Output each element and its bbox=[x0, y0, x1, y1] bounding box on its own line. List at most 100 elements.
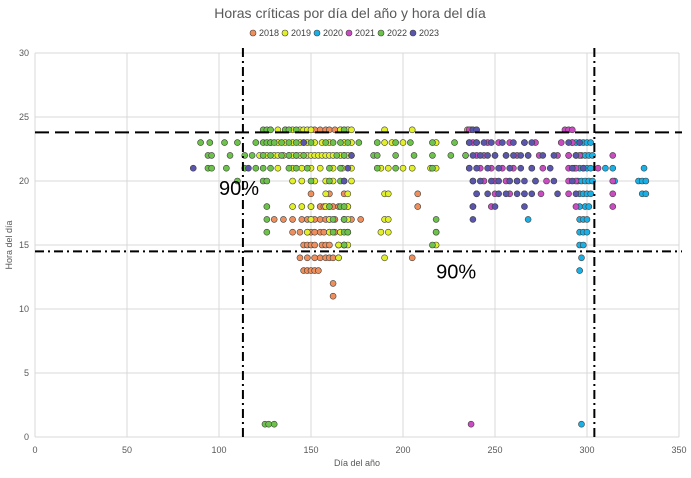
data-point bbox=[307, 139, 315, 146]
data-point bbox=[307, 203, 315, 210]
data-point bbox=[384, 228, 392, 236]
data-point bbox=[252, 139, 260, 146]
x-tick-label: 0 bbox=[32, 445, 37, 455]
data-point bbox=[208, 164, 215, 172]
data-point bbox=[340, 203, 348, 210]
data-point bbox=[495, 177, 502, 185]
data-point bbox=[248, 152, 256, 159]
data-point bbox=[524, 216, 532, 223]
data-point bbox=[340, 216, 348, 223]
x-tick-label: 250 bbox=[487, 445, 502, 455]
data-point bbox=[408, 126, 416, 134]
data-point bbox=[583, 216, 591, 223]
data-point bbox=[465, 139, 473, 146]
data-point bbox=[609, 190, 617, 198]
data-point bbox=[506, 164, 514, 172]
data-point bbox=[414, 190, 422, 198]
data-point bbox=[576, 267, 583, 274]
x-tick-label: 200 bbox=[395, 445, 410, 455]
x-tick-label: 350 bbox=[671, 445, 686, 455]
data-point bbox=[278, 152, 285, 159]
data-point bbox=[274, 164, 282, 172]
data-point bbox=[407, 139, 414, 146]
data-point bbox=[539, 152, 547, 159]
data-point bbox=[259, 164, 267, 172]
data-point bbox=[517, 164, 525, 172]
data-point bbox=[329, 254, 337, 262]
data-point bbox=[206, 139, 214, 146]
data-point bbox=[373, 164, 381, 172]
data-point bbox=[344, 228, 352, 236]
legend-label: 2022 bbox=[387, 28, 407, 38]
data-point bbox=[392, 164, 399, 172]
data-point bbox=[381, 139, 388, 146]
legend-item-2019: 2019 bbox=[281, 28, 311, 38]
x-tick-label: 100 bbox=[211, 445, 226, 455]
y-tick-label: 15 bbox=[19, 240, 29, 250]
data-point bbox=[285, 164, 293, 172]
legend-item-2018: 2018 bbox=[249, 28, 279, 38]
data-point bbox=[298, 216, 306, 223]
data-point bbox=[221, 139, 228, 146]
data-point bbox=[344, 139, 352, 146]
legend-label: 2021 bbox=[355, 28, 375, 38]
data-point bbox=[392, 152, 399, 159]
legend-item-2021: 2021 bbox=[345, 28, 375, 38]
data-point bbox=[568, 177, 576, 185]
data-point bbox=[642, 177, 650, 185]
data-point bbox=[476, 152, 484, 159]
data-point bbox=[476, 177, 484, 185]
data-point bbox=[580, 241, 587, 249]
data-point bbox=[326, 203, 333, 210]
data-point bbox=[480, 139, 488, 146]
data-point bbox=[322, 190, 330, 198]
legend-marker bbox=[281, 29, 289, 37]
data-point bbox=[484, 152, 491, 159]
legend-label: 2018 bbox=[259, 28, 279, 38]
data-point bbox=[640, 164, 648, 172]
data-point bbox=[484, 190, 491, 198]
data-point bbox=[344, 164, 352, 172]
legend-item-2022: 2022 bbox=[377, 28, 407, 38]
data-point bbox=[543, 177, 550, 185]
data-point bbox=[278, 139, 285, 146]
data-point bbox=[189, 164, 197, 172]
data-point bbox=[381, 254, 388, 262]
annotation-label: 90% bbox=[436, 261, 476, 283]
data-point bbox=[307, 126, 315, 134]
data-point bbox=[447, 152, 455, 159]
data-point bbox=[499, 139, 506, 146]
data-point bbox=[377, 228, 385, 236]
y-tick-label: 30 bbox=[19, 48, 29, 58]
data-point bbox=[337, 139, 344, 146]
data-point bbox=[300, 152, 307, 159]
data-point bbox=[329, 280, 337, 287]
series-2019 bbox=[256, 126, 440, 262]
data-point bbox=[292, 152, 300, 159]
chart-title: Horas críticas por día del año y hora de… bbox=[214, 5, 486, 21]
data-point bbox=[197, 139, 204, 146]
data-point bbox=[510, 139, 517, 146]
data-point bbox=[399, 139, 407, 146]
legend-marker bbox=[409, 29, 417, 37]
data-point bbox=[410, 152, 418, 159]
data-point bbox=[270, 420, 278, 428]
data-point bbox=[532, 177, 539, 185]
data-point bbox=[587, 139, 594, 146]
data-point bbox=[521, 177, 528, 185]
data-point bbox=[245, 164, 252, 172]
data-point bbox=[252, 164, 260, 172]
data-point bbox=[307, 190, 315, 198]
y-axis-ticks: 0 5 10 15 20 25 30 bbox=[19, 48, 29, 442]
data-point bbox=[298, 164, 306, 172]
x-tick-label: 300 bbox=[579, 445, 594, 455]
data-point bbox=[495, 164, 502, 172]
data-point bbox=[296, 228, 304, 236]
data-point bbox=[510, 152, 517, 159]
data-point bbox=[528, 190, 536, 198]
data-point bbox=[642, 190, 650, 198]
data-point bbox=[285, 152, 293, 159]
data-point bbox=[429, 139, 436, 146]
data-point bbox=[265, 420, 272, 428]
data-point bbox=[311, 228, 318, 236]
